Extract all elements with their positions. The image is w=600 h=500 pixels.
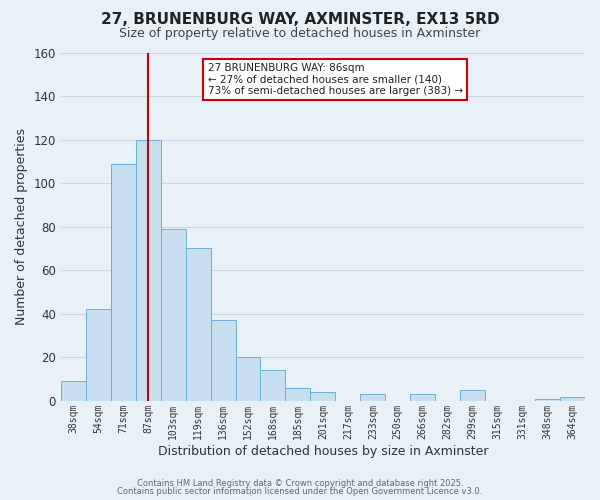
Bar <box>535 398 560 401</box>
Y-axis label: Number of detached properties: Number of detached properties <box>15 128 28 325</box>
Text: Contains HM Land Registry data © Crown copyright and database right 2025.: Contains HM Land Registry data © Crown c… <box>137 478 463 488</box>
Bar <box>260 370 286 401</box>
Bar <box>111 164 136 401</box>
Text: Contains public sector information licensed under the Open Government Licence v3: Contains public sector information licen… <box>118 487 482 496</box>
Bar <box>236 358 260 401</box>
Text: 27, BRUNENBURG WAY, AXMINSTER, EX13 5RD: 27, BRUNENBURG WAY, AXMINSTER, EX13 5RD <box>101 12 499 28</box>
Bar <box>161 229 185 401</box>
Text: 27 BRUNENBURG WAY: 86sqm
← 27% of detached houses are smaller (140)
73% of semi-: 27 BRUNENBURG WAY: 86sqm ← 27% of detach… <box>208 63 463 96</box>
X-axis label: Distribution of detached houses by size in Axminster: Distribution of detached houses by size … <box>158 444 488 458</box>
Bar <box>211 320 236 401</box>
Bar <box>86 310 111 401</box>
Bar <box>61 382 86 401</box>
Bar <box>286 388 310 401</box>
Bar <box>185 248 211 401</box>
Bar <box>560 396 585 401</box>
Bar <box>361 394 385 401</box>
Bar <box>460 390 485 401</box>
Bar <box>310 392 335 401</box>
Text: Size of property relative to detached houses in Axminster: Size of property relative to detached ho… <box>119 28 481 40</box>
Bar <box>410 394 435 401</box>
Bar <box>136 140 161 401</box>
